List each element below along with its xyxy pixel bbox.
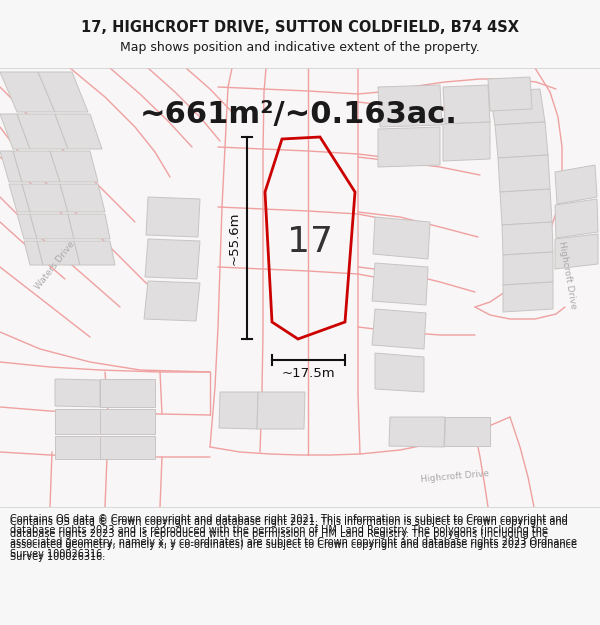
Text: 17, HIGHCROFT DRIVE, SUTTON COLDFIELD, B74 4SX: 17, HIGHCROFT DRIVE, SUTTON COLDFIELD, B… — [81, 19, 519, 34]
Polygon shape — [17, 114, 68, 149]
Polygon shape — [555, 234, 598, 269]
Polygon shape — [389, 417, 445, 447]
Polygon shape — [502, 222, 553, 255]
Polygon shape — [100, 409, 155, 434]
Text: Contains OS data © Crown copyright and database right 2021. This information is : Contains OS data © Crown copyright and d… — [10, 514, 577, 559]
Polygon shape — [257, 392, 305, 429]
Polygon shape — [55, 409, 100, 434]
Polygon shape — [0, 114, 30, 149]
Polygon shape — [372, 263, 428, 305]
Polygon shape — [372, 309, 426, 349]
Polygon shape — [375, 353, 424, 392]
Text: Map shows position and indicative extent of the property.: Map shows position and indicative extent… — [120, 41, 480, 54]
Polygon shape — [9, 184, 30, 212]
Text: Waters Drive: Waters Drive — [34, 239, 77, 291]
Polygon shape — [13, 151, 60, 182]
Text: Highcroft Drive: Highcroft Drive — [420, 469, 489, 484]
Polygon shape — [38, 72, 88, 112]
Bar — [0, 68, 600, 507]
Polygon shape — [146, 197, 200, 237]
Polygon shape — [74, 241, 115, 265]
Polygon shape — [0, 72, 55, 112]
Polygon shape — [68, 214, 110, 239]
Polygon shape — [378, 85, 442, 127]
Polygon shape — [443, 122, 490, 161]
Polygon shape — [443, 85, 490, 124]
Polygon shape — [0, 151, 22, 182]
Polygon shape — [55, 436, 100, 459]
Text: Highcroft Drive: Highcroft Drive — [557, 241, 577, 309]
Polygon shape — [24, 241, 43, 265]
Bar — [0, 0, 600, 68]
Polygon shape — [490, 89, 545, 125]
Polygon shape — [373, 217, 430, 259]
Polygon shape — [60, 184, 105, 212]
Polygon shape — [555, 165, 597, 204]
Polygon shape — [55, 379, 100, 407]
Polygon shape — [555, 199, 598, 238]
Text: 17: 17 — [287, 225, 333, 259]
Polygon shape — [55, 114, 102, 149]
Text: ~17.5m: ~17.5m — [281, 367, 335, 380]
Polygon shape — [444, 417, 490, 446]
Polygon shape — [17, 214, 37, 239]
Polygon shape — [378, 127, 440, 167]
Polygon shape — [495, 122, 548, 158]
Polygon shape — [100, 379, 155, 407]
Polygon shape — [100, 436, 155, 459]
Text: Contains OS data © Crown copyright and database right 2021. This information is : Contains OS data © Crown copyright and d… — [10, 517, 577, 562]
Polygon shape — [145, 239, 200, 279]
Polygon shape — [37, 241, 80, 265]
Text: ~661m²/~0.163ac.: ~661m²/~0.163ac. — [140, 101, 458, 129]
Bar — [0, 507, 600, 625]
Text: ~55.6m: ~55.6m — [228, 211, 241, 265]
Polygon shape — [219, 392, 258, 429]
Polygon shape — [50, 151, 98, 182]
Polygon shape — [22, 184, 68, 212]
Polygon shape — [503, 282, 553, 312]
Polygon shape — [500, 189, 552, 225]
Polygon shape — [488, 77, 532, 111]
Polygon shape — [503, 252, 553, 285]
Polygon shape — [144, 281, 200, 321]
Polygon shape — [30, 214, 74, 239]
Polygon shape — [498, 155, 550, 192]
